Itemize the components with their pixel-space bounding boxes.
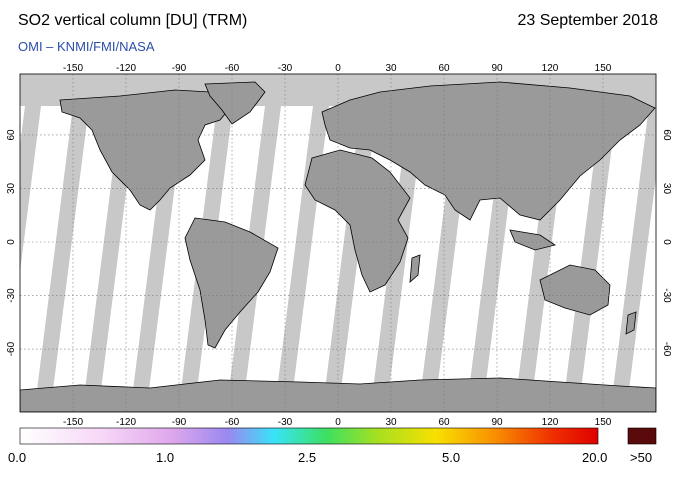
latitude-tick-label: 30 <box>661 183 672 195</box>
orbit-gap-swath <box>613 106 656 390</box>
orbit-gap-swath <box>37 106 89 390</box>
longitude-tick-label: 120 <box>542 417 559 428</box>
longitude-tick-label: 0 <box>335 63 341 74</box>
africa <box>304 149 411 293</box>
longitude-tick-label: 30 <box>385 63 397 74</box>
longitude-tick-label: -90 <box>172 417 187 428</box>
longitude-tick-label: -90 <box>172 63 187 74</box>
colorbar-label-0: 0.0 <box>8 450 27 465</box>
latitude-tick-label: 0 <box>6 239 17 245</box>
longitude-ticks-top: -150 -120 -90 -60 -30 0 30 60 90 120 150 <box>63 63 612 74</box>
longitude-tick-label: -30 <box>278 417 293 428</box>
data-credit: OMI – KNMI/FMI/NASA <box>18 39 155 54</box>
longitude-tick-label: -30 <box>278 63 293 74</box>
orbit-gaps <box>20 106 656 390</box>
graticule <box>20 74 656 412</box>
colorbar <box>19 427 599 445</box>
latitude-tick-label: 60 <box>6 129 17 141</box>
longitude-tick-label: 90 <box>491 417 503 428</box>
latitude-tick-label: 0 <box>661 239 672 245</box>
longitude-tick-label: 60 <box>438 417 450 428</box>
longitude-tick-label: -150 <box>63 417 83 428</box>
longitude-tick-label: 0 <box>335 417 341 428</box>
latitude-ticks-right: 60 30 0 -30 -60 <box>661 129 672 356</box>
longitude-tick-label: 30 <box>385 417 397 428</box>
latitude-tick-label: -60 <box>661 342 672 357</box>
map-title: SO2 vertical column [DU] (TRM) <box>18 12 248 29</box>
longitude-tick-label: 150 <box>595 417 612 428</box>
longitude-tick-label: 150 <box>595 63 612 74</box>
latitude-ticks-left: 60 30 0 -30 -60 <box>6 129 17 356</box>
longitude-tick-label: -60 <box>225 417 240 428</box>
new-zealand <box>625 311 637 335</box>
map-frame <box>19 73 657 413</box>
orbit-gap-swath <box>20 106 41 272</box>
longitude-tick-label: -60 <box>225 63 240 74</box>
latitude-tick-label: 30 <box>6 182 17 194</box>
australia <box>539 264 611 316</box>
latitude-tick-label: -60 <box>6 341 17 356</box>
greenland <box>204 81 266 125</box>
colorbar-label-3: 5.0 <box>442 450 461 465</box>
indonesia <box>509 229 556 251</box>
longitude-tick-label: -120 <box>116 63 136 74</box>
latitude-tick-label: -30 <box>6 288 17 303</box>
colorbar-label-1: 1.0 <box>156 450 175 465</box>
longitude-tick-label: 120 <box>542 63 559 74</box>
colorbar-overflow-swatch <box>627 427 657 445</box>
longitude-tick-label: 90 <box>491 63 503 74</box>
latitude-tick-label: -30 <box>661 288 672 303</box>
colorbar-label-2: 2.5 <box>298 450 317 465</box>
longitude-tick-label: 60 <box>438 63 450 74</box>
colorbar-label-4: 20.0 <box>582 450 608 465</box>
south-america <box>184 217 279 349</box>
colorbar-overflow-label: >50 <box>630 450 653 465</box>
latitude-tick-label: 60 <box>661 129 672 141</box>
eurasia <box>321 81 656 221</box>
madagascar <box>409 254 421 283</box>
orbit-gap-swath <box>565 106 617 390</box>
longitude-tick-label: -150 <box>63 63 83 74</box>
longitude-ticks-bottom: -150 -120 -90 -60 -30 0 30 60 90 120 150 <box>63 417 612 428</box>
longitude-tick-label: -120 <box>116 417 136 428</box>
map-date: 23 September 2018 <box>517 12 658 29</box>
